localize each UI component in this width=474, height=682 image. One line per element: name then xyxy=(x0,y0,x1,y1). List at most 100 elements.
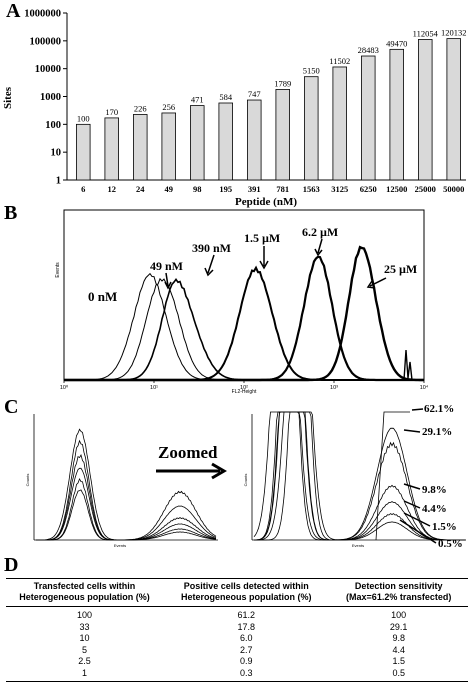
panel-a-bar xyxy=(218,102,233,181)
arrow-62-1 xyxy=(411,408,424,411)
table-cell: 9.8 xyxy=(392,633,405,643)
panel-a-value-label: 112054 xyxy=(413,28,439,38)
panel-b-edge-spike xyxy=(403,349,413,381)
table-header-row: Transfected cells within Heterogeneous po… xyxy=(6,578,468,607)
panel-c-histograms: Counts Events Counts Events Zoomed 62.1%… xyxy=(25,403,466,550)
table-row: 100 61.2 100 xyxy=(6,607,468,622)
panel-c-right-x-label: Events xyxy=(352,543,364,548)
panel-a-value-label: 256 xyxy=(162,102,175,112)
arrow-0-5 xyxy=(399,519,437,544)
panel-c-percent-labels: 62.1% 29.1% 9.8% 4.4% 1.5% 0.5% xyxy=(399,403,463,550)
panel-c-curve xyxy=(36,467,217,541)
table-cell: 61.2 xyxy=(237,610,255,620)
panel-a-y-tick-label: 10 xyxy=(51,148,62,159)
arrow-29-1 xyxy=(403,429,421,433)
table-row: 10 6.0 9.8 xyxy=(6,633,468,645)
panel-a-bar xyxy=(104,117,119,181)
panel-c-left-y-label: Counts xyxy=(25,474,30,487)
panel-b-x-tick-label: 10² xyxy=(240,385,248,391)
panel-a-bar xyxy=(190,105,205,181)
arrow-9-8 xyxy=(403,483,421,490)
table-cell: 5 xyxy=(82,644,88,655)
panel-b-x-tick-label: 10³ xyxy=(330,385,338,391)
panel-a-y-tick-label: 10000 xyxy=(35,64,61,75)
table-cell: 0.9 xyxy=(239,656,253,666)
panel-a-y-tick-label: 1000000 xyxy=(24,9,61,20)
panel-b-x-tick-label: 10⁴ xyxy=(420,384,429,391)
table-cell: 6.0 xyxy=(239,633,253,643)
table-cell: 100 xyxy=(391,610,407,620)
panel-a-bar xyxy=(418,39,433,181)
table-cell: 33 xyxy=(79,621,90,632)
table-row: 5 2.7 4.4 xyxy=(6,645,468,657)
panel-a-bar xyxy=(247,99,262,181)
table-cell: 1.5 xyxy=(392,656,405,666)
arrow-4-4 xyxy=(403,500,421,509)
panel-a-y-tick-label: 100000 xyxy=(30,36,62,47)
panel-a-x-tick-label: 25000 xyxy=(415,184,436,194)
panel-a-value-label: 28483 xyxy=(358,45,379,55)
panel-d-table-container: Transfected cells within Heterogeneous po… xyxy=(0,578,474,682)
panel-a-x-tick-label: 1563 xyxy=(303,184,320,194)
table-cell: 17.8 xyxy=(237,621,255,632)
table-header-detected: Positive cells detected within Heterogene… xyxy=(163,578,330,607)
panel-a-value-label: 49470 xyxy=(386,38,407,48)
arrow-25um xyxy=(366,277,387,289)
panel-b-curve xyxy=(64,255,424,382)
table-cell: 10 xyxy=(79,633,90,643)
panel-a-value-label: 747 xyxy=(248,89,261,99)
pct-label-62-1: 62.1% xyxy=(424,403,454,415)
panel-a-value-label: 5150 xyxy=(303,66,320,76)
panel-a-bar-chart: 1 10 100 1000 10000 100000 1000000 100 170 226 25… xyxy=(2,9,467,209)
table-row: 33 17.8 29.1 xyxy=(6,622,468,634)
panel-label-b: B xyxy=(4,202,18,224)
panel-a-x-tick-label: 6250 xyxy=(360,184,377,194)
table-header-sensitivity: Detection sensitivity (Max=61.2% transfec… xyxy=(329,578,468,607)
panel-a-value-label: 120132 xyxy=(441,28,467,38)
panel-a-bar xyxy=(76,123,91,181)
panel-a-bar xyxy=(275,89,290,181)
label-25um: 25 µM xyxy=(384,262,417,276)
label-1-5um: 1.5 µM xyxy=(244,231,280,245)
panel-c-left-x-label: Events xyxy=(114,543,126,548)
panel-a-x-tick-label: 3125 xyxy=(331,184,348,194)
panel-a-value-label: 11502 xyxy=(329,56,350,66)
panel-a-y-axis-label: Sites xyxy=(2,86,14,109)
label-0nm: 0 nM xyxy=(88,289,117,304)
panel-a-bar xyxy=(389,48,404,181)
panel-d-table: Transfected cells within Heterogeneous po… xyxy=(6,578,468,682)
panel-b-curve xyxy=(64,245,424,382)
panel-b-x-tick-label: 10¹ xyxy=(150,385,158,391)
panel-c-curve xyxy=(36,489,217,541)
zoomed-arrow xyxy=(156,462,227,480)
panel-a-x-tick-label: 24 xyxy=(136,184,145,194)
arrow-1-5um xyxy=(259,246,269,270)
panel-a-value-label: 471 xyxy=(191,95,204,105)
panel-a-y-tick-label: 1 xyxy=(56,176,61,187)
panel-b-x-axis-label: FL2-Height xyxy=(232,389,257,395)
panel-a-x-tick-label: 391 xyxy=(248,184,261,194)
panel-a-y-tick-label: 1000 xyxy=(40,92,61,103)
panel-a-value-label: 1789 xyxy=(274,78,291,88)
panel-b-y-axis-label: Events xyxy=(55,262,61,278)
panel-a-bar xyxy=(161,112,176,181)
arrow-49nm xyxy=(164,272,172,290)
panel-a-x-tick-label: 98 xyxy=(193,184,202,194)
panel-c-right-y-label: Counts xyxy=(243,474,248,487)
pct-label-4-4: 4.4% xyxy=(422,503,447,515)
pct-label-29-1: 29.1% xyxy=(422,426,452,438)
panel-a-x-tick-label: 50000 xyxy=(443,184,464,194)
table-cell: 2.7 xyxy=(239,644,253,655)
panel-a-y-tick-label: 100 xyxy=(45,120,61,131)
panel-a-bar xyxy=(332,66,347,181)
panel-a-value-label: 226 xyxy=(134,103,147,113)
panel-a-x-tick-label: 195 xyxy=(219,184,232,194)
arrow-1-5 xyxy=(403,512,431,527)
panel-label-d: D xyxy=(4,554,19,576)
panel-c-left-plot: Counts Events xyxy=(25,414,218,548)
panel-a-x-tick-label: 12 xyxy=(108,184,117,194)
panel-c-curve xyxy=(36,477,217,541)
table-cell: 29.1 xyxy=(389,621,408,632)
panel-label-a: A xyxy=(6,0,21,22)
table-cell: 4.4 xyxy=(392,644,405,655)
